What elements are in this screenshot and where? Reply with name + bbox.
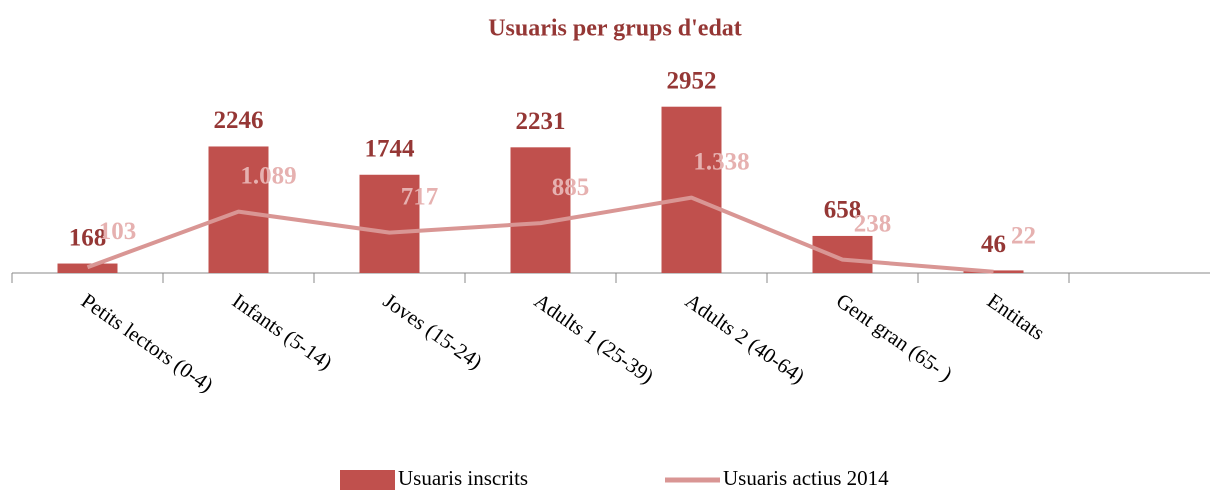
bar — [359, 174, 420, 273]
bar-value-label: 2231 — [516, 108, 566, 135]
line-value-label: 1.338 — [693, 148, 749, 175]
legend-swatch — [340, 470, 395, 490]
legend-label: Usuaris inscrits — [398, 466, 528, 490]
chart-title: Usuaris per grups d'edat — [488, 16, 742, 42]
line-value-label: 1.089 — [240, 162, 296, 189]
legend-label: Usuaris actius 2014 — [723, 466, 889, 490]
line-value-label: 885 — [552, 174, 590, 201]
bar — [57, 263, 118, 273]
x-tick-label: Gent gran (65- ) — [832, 288, 957, 386]
bar — [661, 106, 722, 273]
line — [86, 195, 994, 274]
line-value-label: 103 — [99, 218, 137, 245]
bar-value-label: 2952 — [667, 67, 717, 94]
line-value-label: 238 — [854, 210, 892, 237]
bar-value-label: 658 — [824, 197, 862, 224]
bar-value-label: 2246 — [214, 107, 264, 134]
bar — [812, 235, 873, 273]
bar-value-label: 1744 — [365, 135, 416, 162]
line-value-label: 22 — [1011, 222, 1036, 249]
bar-value-label: 168 — [69, 224, 107, 251]
x-tick-label: Adults 1 (25-39) — [530, 288, 658, 388]
x-tick-label: Entitats — [983, 288, 1049, 344]
x-tick-label: Petits lectors (0-4) — [77, 288, 218, 397]
x-tick-label: Adults 2 (40-64) — [681, 288, 809, 388]
x-tick-label: Infants (5-14) — [228, 288, 337, 374]
x-tick-label: Joves (15-24) — [379, 288, 487, 374]
bar-value-label: 46 — [981, 231, 1006, 258]
bar — [510, 147, 571, 273]
line-value-label: 717 — [401, 183, 439, 210]
